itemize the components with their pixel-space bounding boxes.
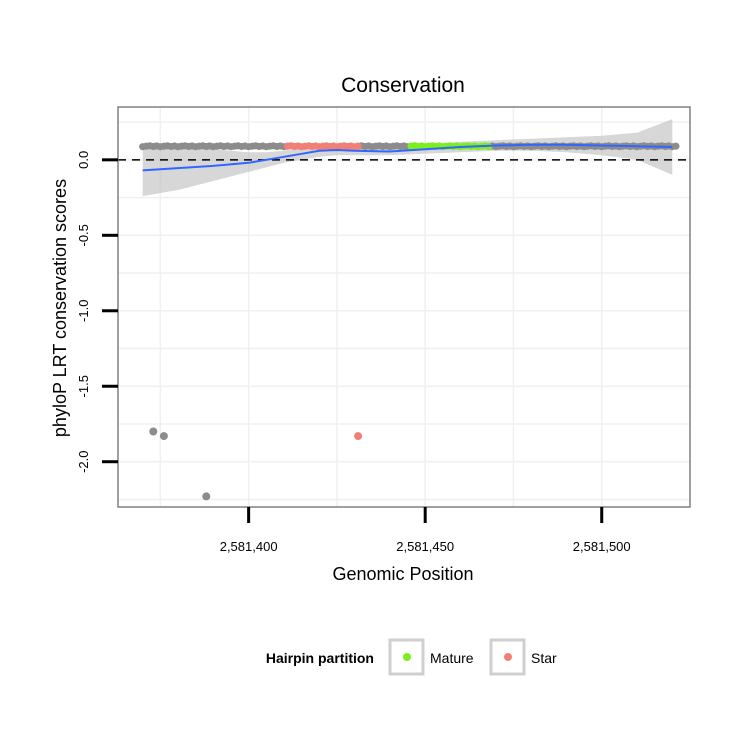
y-tick-label: -0.5 [76,224,91,246]
axis-ticks: 2,581,400 2,581,450 2,581,500 0.0 -0.5 -1.0 -1… [76,151,631,554]
x-tick-label: 2,581,500 [573,539,631,554]
legend-dot-mature [403,653,411,661]
other-outlier-point [149,427,158,436]
star-point [354,142,362,150]
legend-dot-star [504,653,512,661]
other-outlier-point [159,432,168,441]
x-tick-label: 2,581,400 [220,539,278,554]
legend-label-star: Star [531,650,557,666]
y-tick-label: -1.0 [76,300,91,322]
x-axis-label: Genomic Position [332,564,473,584]
data-points [139,142,680,501]
plot-panel-border [117,106,691,508]
smooth-line [142,143,673,172]
y-tick-label: 0.0 [76,151,91,169]
legend-label-mature: Mature [430,650,474,666]
grid-lines [118,107,690,507]
x-tick-label: 2,581,450 [396,539,454,554]
star-outlier-point [354,432,363,441]
other-outlier-point [202,492,211,501]
legend-title: Hairpin partition [266,650,374,666]
y-tick-label: -2.0 [76,451,91,473]
confidence-ribbon [142,119,673,197]
y-axis-label: phyloP LRT conservation scores [50,179,70,437]
smooth-line-group [142,143,673,172]
chart-title: Conservation [341,74,465,97]
y-tick-label: -1.5 [76,375,91,397]
legend: Hairpin partition Mature Star [266,638,557,676]
other-point [672,142,680,150]
confidence-ribbon-group [142,119,673,197]
